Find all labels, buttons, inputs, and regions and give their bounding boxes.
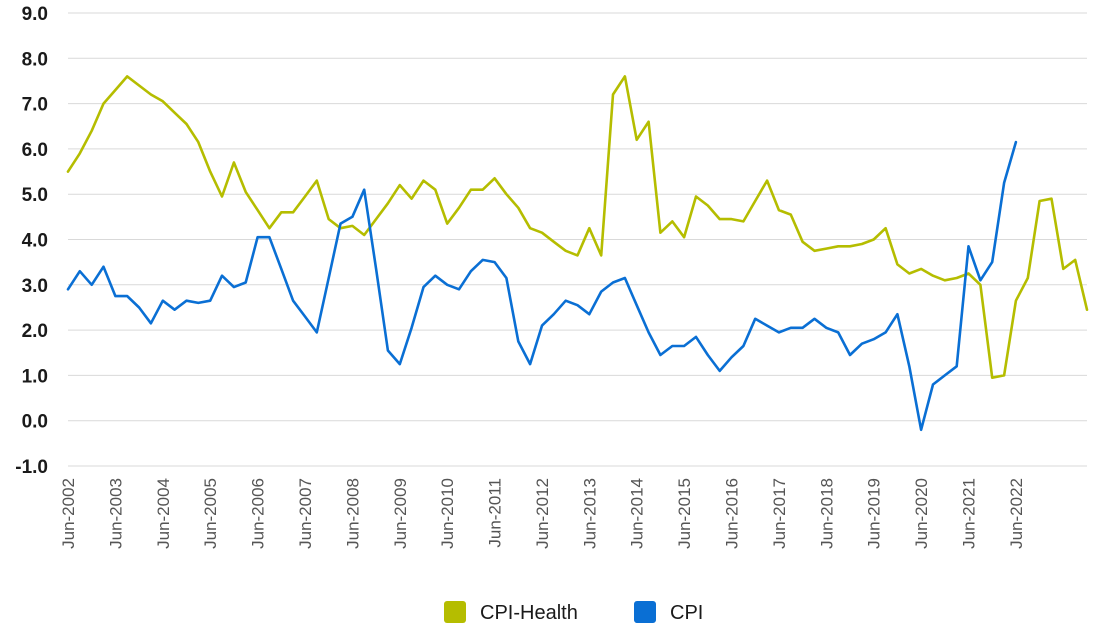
x-tick-label: Jun-2004 bbox=[154, 478, 173, 549]
x-tick-label: Jun-2017 bbox=[770, 478, 789, 549]
x-tick-label: Jun-2021 bbox=[960, 478, 979, 549]
x-tick-label: Jun-2015 bbox=[675, 478, 694, 549]
x-tick-label: Jun-2002 bbox=[59, 478, 78, 549]
x-tick-label: Jun-2012 bbox=[533, 478, 552, 549]
x-tick-label: Jun-2003 bbox=[106, 478, 125, 549]
x-tick-label: Jun-2006 bbox=[249, 478, 268, 549]
legend: CPI-Health CPI bbox=[444, 601, 703, 624]
y-tick-label: 5.0 bbox=[22, 185, 48, 206]
x-tick-label: Jun-2018 bbox=[817, 478, 836, 549]
gridlines bbox=[68, 12, 1087, 467]
x-tick-label: Jun-2016 bbox=[723, 478, 742, 549]
series-line-cpi bbox=[66, 140, 1018, 432]
y-tick-label: 9.0 bbox=[22, 4, 48, 25]
series-lines bbox=[66, 75, 1089, 432]
series-line-cpi-health bbox=[66, 75, 1089, 380]
x-tick-label: Jun-2008 bbox=[343, 478, 362, 549]
x-axis-ticks: Jun-2002 Jun-2003 Jun-2004 Jun-2005 Jun-2006… bbox=[59, 478, 1026, 549]
y-axis-ticks: 9.0 8.0 7.0 6.0 5.0 4.0 3.0 2.0 1.0 0.0 -1.0 bbox=[15, 4, 48, 478]
x-tick-label: Jun-2007 bbox=[296, 478, 315, 549]
legend-swatch-cpi bbox=[634, 601, 656, 623]
x-tick-label: Jun-2020 bbox=[912, 478, 931, 549]
x-tick-label: Jun-2022 bbox=[1007, 478, 1026, 549]
x-tick-label: Jun-2013 bbox=[580, 478, 599, 549]
legend-label-cpi: CPI bbox=[670, 602, 703, 624]
y-tick-label: 1.0 bbox=[22, 366, 48, 387]
y-tick-label: 3.0 bbox=[22, 276, 48, 297]
y-tick-label: 8.0 bbox=[22, 49, 48, 70]
x-tick-label: Jun-2005 bbox=[201, 478, 220, 549]
y-tick-label: 7.0 bbox=[22, 95, 48, 116]
legend-swatch-cpi-health bbox=[444, 601, 466, 623]
y-tick-label: 6.0 bbox=[22, 140, 48, 161]
x-tick-label: Jun-2019 bbox=[865, 478, 884, 549]
x-tick-label: Jun-2009 bbox=[391, 478, 410, 549]
y-tick-label: 4.0 bbox=[22, 231, 48, 252]
y-tick-label: 0.0 bbox=[22, 412, 48, 433]
x-tick-label: Jun-2011 bbox=[486, 478, 505, 548]
legend-label-cpi-health: CPI-Health bbox=[480, 602, 578, 624]
y-tick-label: -1.0 bbox=[15, 457, 48, 478]
y-tick-label: 2.0 bbox=[22, 321, 48, 342]
x-tick-label: Jun-2014 bbox=[628, 478, 647, 549]
x-tick-label: Jun-2010 bbox=[438, 478, 457, 549]
